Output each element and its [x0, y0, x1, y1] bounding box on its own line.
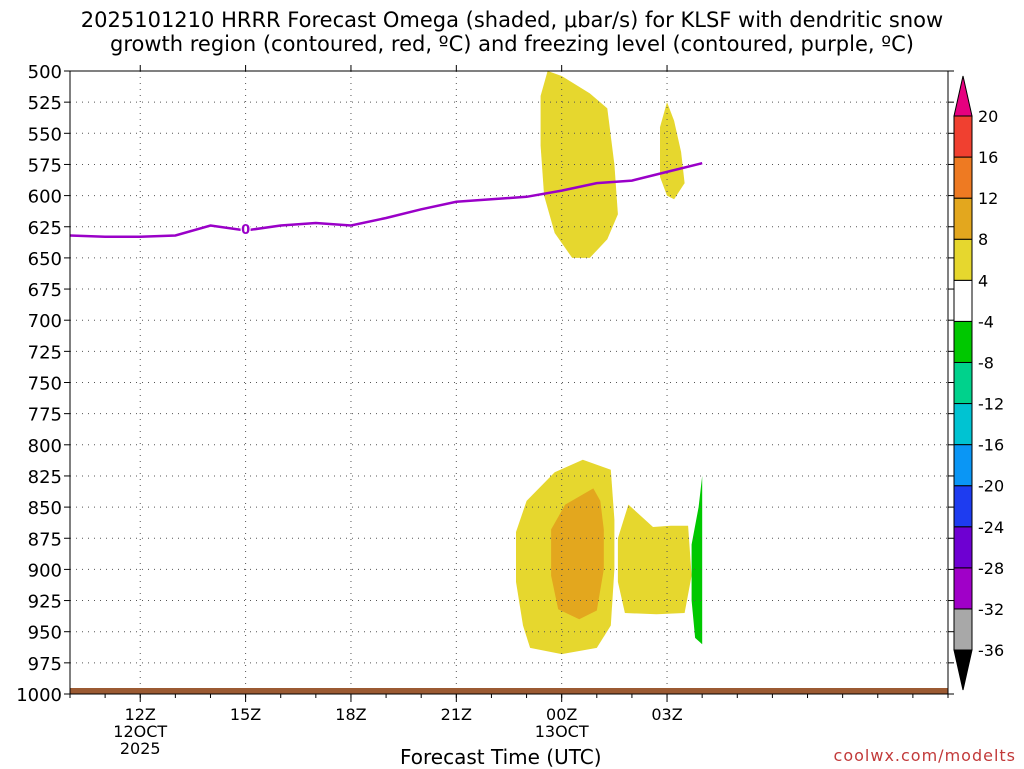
colorbar-end-low	[953, 649, 973, 691]
colorbar: -36 -32 -28 -24 -20 -16 -12 -8 -4 4 8 12 16 20	[953, 75, 1004, 691]
ground-bar	[70, 688, 948, 694]
y-tick-label: 1000	[16, 685, 62, 706]
colorbar-label: -36	[978, 641, 1004, 660]
colorbar-label: 20	[978, 107, 998, 126]
y-tick-label: 975	[28, 654, 62, 675]
freezing-level-label: 0	[241, 223, 250, 238]
y-tick-label: 650	[28, 249, 62, 270]
y-tick-label: 800	[28, 436, 62, 457]
y-tick-label: 750	[28, 374, 62, 395]
colorbar-label: -4	[978, 312, 994, 331]
y-tick-label: 900	[28, 560, 62, 581]
x-tick-label: 2025	[120, 739, 161, 758]
colorbar-label: -28	[978, 559, 1004, 578]
colorbar-swatch	[953, 320, 973, 363]
x-tick-label: 12OCT	[113, 722, 167, 741]
y-tick-label: 950	[28, 623, 62, 644]
colorbar-label: -20	[978, 477, 1004, 496]
x-tick-label: 15Z	[230, 705, 261, 724]
colorbar-label: 16	[978, 148, 998, 167]
freezing-label-bg	[240, 221, 251, 236]
omega-region-4	[617, 504, 692, 615]
y-tick-label: 775	[28, 405, 62, 426]
colorbar-swatch	[953, 361, 973, 405]
colorbar-label: 8	[978, 230, 988, 249]
colorbar-swatch	[953, 608, 973, 651]
omega-shading	[516, 71, 703, 655]
colorbar-label: -24	[978, 518, 1004, 537]
y-tick-label: 675	[28, 280, 62, 301]
y-tick-label: 600	[28, 187, 62, 208]
omega-region-3	[551, 488, 604, 620]
colorbar-swatch	[953, 526, 973, 569]
colorbar-label: -16	[978, 436, 1004, 455]
colorbar-swatch	[953, 156, 973, 199]
colorbar-end-high	[953, 75, 973, 117]
y-tick-label: 550	[28, 124, 62, 145]
y-tick-label: 850	[28, 498, 62, 519]
y-tick-label: 925	[28, 592, 62, 613]
colorbar-swatch	[953, 197, 973, 240]
omega-region-5	[691, 475, 703, 645]
colorbar-swatch	[953, 567, 973, 610]
chart-title-line-1: 2025101210 HRRR Forecast Omega (shaded, …	[80, 8, 944, 32]
omega-region-1	[660, 102, 685, 200]
colorbar-swatch	[953, 115, 973, 158]
x-tick-label: 03Z	[651, 705, 682, 724]
colorbar-label: 12	[978, 189, 998, 208]
freezing-level-contour: 0	[70, 161, 703, 238]
y-tick-label: 700	[28, 311, 62, 332]
chart-title-line-2: growth region (contoured, red, ºC) and f…	[110, 32, 914, 56]
y-tick-label: 725	[28, 342, 62, 363]
colorbar-swatch	[953, 279, 973, 322]
y-tick-label: 825	[28, 467, 62, 488]
colorbar-swatch	[953, 238, 973, 281]
colorbar-swatch	[953, 403, 973, 446]
x-axis-title: Forecast Time (UTC)	[400, 745, 602, 769]
omega-region-0	[540, 71, 618, 258]
y-tick-label: 875	[28, 529, 62, 550]
y-tick-label: 525	[28, 93, 62, 114]
colorbar-label: -32	[978, 600, 1004, 619]
x-tick-label: 12Z	[125, 705, 156, 724]
colorbar-label: 4	[978, 271, 988, 290]
y-axis-ticks: 500 525 550 575 600 625 650 675 700 725 750 775 800 8…	[16, 62, 954, 706]
x-tick-label: 00Z	[546, 705, 577, 724]
colorbar-label: -12	[978, 395, 1004, 414]
y-tick-label: 625	[28, 218, 62, 239]
y-tick-label: 575	[28, 155, 62, 176]
x-tick-label: 18Z	[335, 705, 366, 724]
freezing-level-line	[70, 161, 703, 238]
x-tick-label: 13OCT	[535, 722, 589, 741]
colorbar-label: -8	[978, 353, 994, 372]
x-tick-label: 21Z	[441, 705, 472, 724]
site-credit: coolwx.com/modelts	[833, 746, 1016, 765]
grid-lines	[70, 71, 948, 694]
y-tick-label: 500	[28, 62, 62, 83]
colorbar-swatch	[953, 444, 973, 487]
colorbar-swatch	[953, 485, 973, 528]
